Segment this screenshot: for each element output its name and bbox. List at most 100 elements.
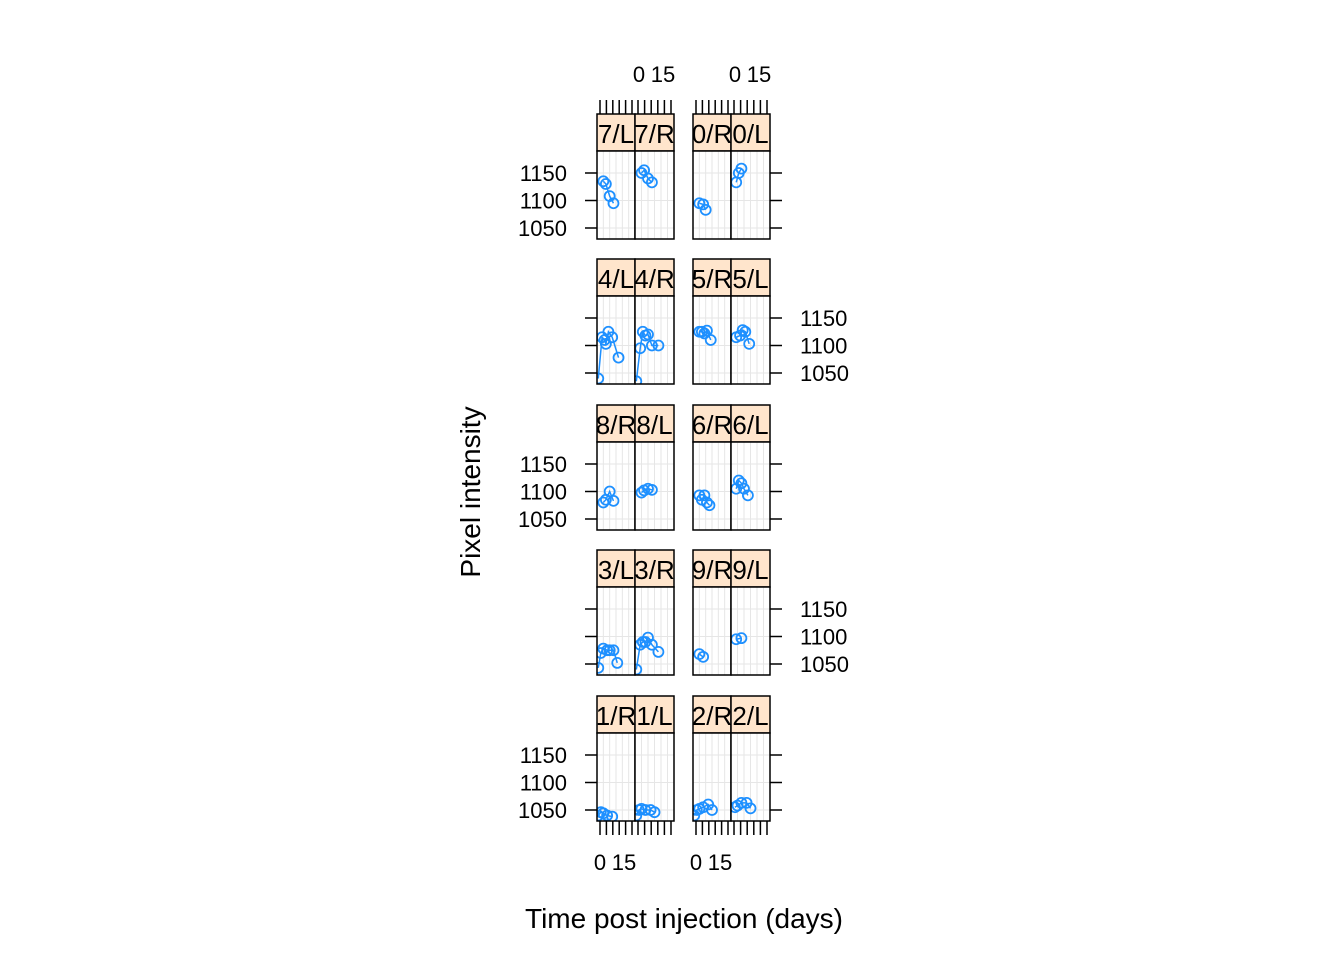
panel-data — [635, 325, 665, 384]
data-point — [698, 327, 711, 340]
panel-data — [597, 806, 619, 821]
panel-strip-label: 0/R — [692, 119, 732, 149]
panel-7-R: 7/R — [634, 113, 675, 240]
panel-9-R: 9/R — [692, 549, 732, 676]
x-tick-label-top: 15 — [747, 62, 771, 87]
panel-strip-label: 6/R — [692, 410, 732, 440]
panels-layer: 1/R 1/L 2/R 2/L 3/L 3/R 9/R 9/L 8/R 8/L 6/R 6/L 4/L 4… — [596, 113, 771, 822]
panel-strip-label: 0/L — [732, 119, 768, 149]
data-point — [698, 489, 711, 502]
panel-strip — [692, 404, 732, 443]
panel-1-R: 1/R — [596, 695, 636, 822]
y-tick-label: 1050 — [518, 798, 567, 823]
panel-strip-label: 6/L — [732, 410, 768, 440]
panel-strip-label: 7/L — [598, 119, 634, 149]
panel-strip — [730, 549, 771, 588]
data-point — [699, 203, 712, 216]
data-point — [703, 499, 716, 512]
data-point — [607, 494, 620, 507]
panel-strip-label: 1/L — [636, 701, 672, 731]
series-line — [699, 202, 707, 211]
panel-data — [635, 803, 661, 821]
x-tick-label-top: 15 — [651, 62, 675, 87]
data-point — [646, 638, 658, 651]
panel-2-L: 2/L — [730, 695, 771, 822]
data-point — [599, 337, 612, 350]
x-axis-label: Time post injection (days) — [525, 903, 843, 934]
y-tick-label: 1150 — [520, 452, 567, 477]
panel-strip — [730, 404, 771, 443]
panel-3-R: 3/R — [634, 549, 675, 676]
panel-data — [693, 197, 712, 216]
panel-strip-label: 1/R — [596, 701, 636, 731]
panel-0-R: 0/R — [692, 113, 732, 240]
data-point — [704, 334, 717, 346]
y-axis-label: Pixel intensity — [455, 406, 486, 577]
panel-data — [731, 162, 748, 189]
panel-data — [597, 325, 625, 384]
panel-8-R: 8/R — [596, 404, 636, 531]
data-point — [735, 796, 748, 809]
series-line — [597, 329, 620, 379]
data-point — [697, 650, 710, 663]
panel-strip — [596, 549, 636, 588]
data-point — [648, 806, 661, 819]
data-point — [706, 804, 718, 816]
data-point — [744, 802, 757, 815]
data-point — [597, 661, 605, 674]
data-point — [606, 810, 619, 821]
data-point — [611, 657, 624, 669]
panel-data — [635, 482, 658, 499]
data-point — [735, 632, 748, 645]
panel-frame — [634, 586, 675, 676]
panel-strip-label: 9/L — [732, 555, 768, 585]
panel-frame — [634, 295, 675, 385]
data-point — [742, 489, 754, 502]
panel-1-L: 1/L — [634, 695, 675, 822]
y-tick-label: 1050 — [518, 507, 567, 532]
panel-data — [693, 648, 710, 663]
data-point — [599, 178, 612, 190]
data-point — [646, 176, 658, 189]
y-tick-label: 1050 — [518, 216, 567, 241]
panel-frame — [730, 732, 771, 822]
panel-strip-label: 8/L — [636, 410, 672, 440]
y-tick-label: 1100 — [800, 334, 847, 359]
panel-data — [693, 324, 717, 346]
panel-data — [693, 489, 716, 512]
panel-frame — [730, 441, 771, 531]
panel-strip-label: 5/L — [732, 264, 768, 294]
data-point — [738, 482, 750, 495]
y-tick-label: 1150 — [520, 161, 567, 186]
data-point — [597, 175, 610, 188]
data-point — [612, 351, 625, 364]
data-point — [603, 644, 616, 657]
data-point — [695, 325, 708, 338]
panel-6-L: 6/L — [730, 404, 771, 531]
panel-strip-label: 4/L — [598, 264, 634, 294]
panel-frame — [634, 150, 675, 240]
data-point — [732, 474, 745, 487]
y-tick-label: 1050 — [800, 361, 849, 386]
data-point — [652, 646, 665, 658]
x-tick-label-bottom: 15 — [612, 850, 636, 875]
y-tick-label: 1150 — [800, 597, 847, 622]
data-point — [735, 477, 748, 490]
panel-strip — [634, 549, 675, 588]
panel-2-R: 2/R — [692, 695, 732, 822]
x-tick-label-bottom: 15 — [708, 850, 732, 875]
panel-frame — [730, 586, 771, 676]
y-tick-label: 1050 — [800, 652, 849, 677]
y-tick-label: 1100 — [800, 625, 847, 650]
panel-frame — [634, 441, 675, 531]
panel-strip — [730, 695, 771, 734]
data-point — [635, 486, 648, 499]
panel-strip-label: 2/R — [692, 701, 732, 731]
y-tick-label: 1100 — [520, 480, 567, 505]
panel-strip-label: 5/R — [692, 264, 732, 294]
x-tick-label-bottom: 0 — [690, 850, 702, 875]
panel-strip-label: 9/R — [692, 555, 732, 585]
data-point — [607, 197, 620, 210]
data-point — [646, 339, 658, 352]
